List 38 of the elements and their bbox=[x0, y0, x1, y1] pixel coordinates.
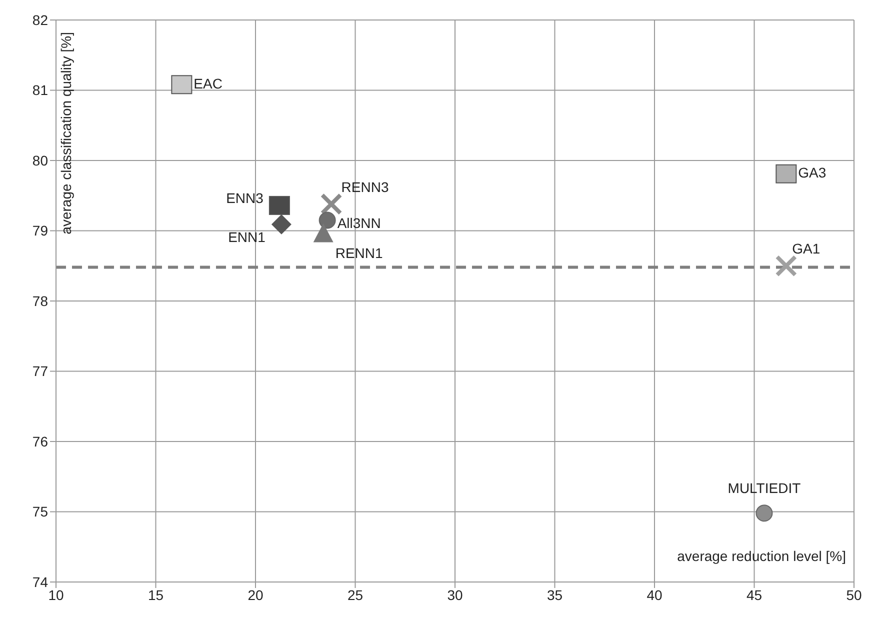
point bbox=[775, 254, 798, 277]
point bbox=[271, 214, 292, 234]
y-tick-label: 79 bbox=[32, 222, 48, 239]
x-tick-label: 10 bbox=[48, 586, 64, 603]
point bbox=[756, 504, 773, 522]
x-tick-label: 15 bbox=[148, 586, 164, 603]
y-tick-label: 75 bbox=[32, 504, 48, 520]
point bbox=[313, 223, 334, 242]
y-tick-label: 76 bbox=[32, 433, 48, 450]
y-tick-label: 81 bbox=[32, 82, 48, 98]
x-tick-label: 30 bbox=[447, 586, 463, 603]
point bbox=[171, 75, 192, 94]
x-tick-label: 40 bbox=[646, 586, 662, 603]
x-tick-label: 50 bbox=[846, 586, 862, 603]
series-label: RENN3 bbox=[341, 178, 389, 195]
series-label: GA3 bbox=[798, 164, 826, 181]
point bbox=[776, 164, 797, 184]
x-tick-label: 20 bbox=[248, 586, 264, 603]
x-tick-label: 35 bbox=[546, 586, 563, 603]
series-label: RENN1 bbox=[335, 244, 383, 261]
series-label: EAC bbox=[194, 75, 222, 92]
series-label: MULTIEDIT bbox=[728, 480, 802, 496]
series-label: GA1 bbox=[792, 240, 820, 257]
series-label: ENN3 bbox=[226, 190, 264, 206]
y-tick-label: 80 bbox=[32, 152, 48, 168]
y-tick-label: 78 bbox=[32, 292, 48, 309]
x-tick-label: 45 bbox=[746, 586, 762, 603]
y-tick-label: 77 bbox=[32, 363, 48, 380]
point bbox=[268, 196, 290, 215]
point bbox=[320, 193, 342, 216]
point bbox=[318, 212, 336, 229]
series-label: All3NN bbox=[337, 214, 381, 231]
y-tick-label: 82 bbox=[32, 12, 48, 28]
series-label: ENN1 bbox=[228, 229, 266, 246]
x-axis-title: average reduction level [%] bbox=[677, 548, 846, 564]
y-axis-title: average classification quality [%] bbox=[58, 32, 74, 234]
y-tick-label: 74 bbox=[32, 574, 48, 590]
x-tick-label: 25 bbox=[347, 586, 364, 603]
